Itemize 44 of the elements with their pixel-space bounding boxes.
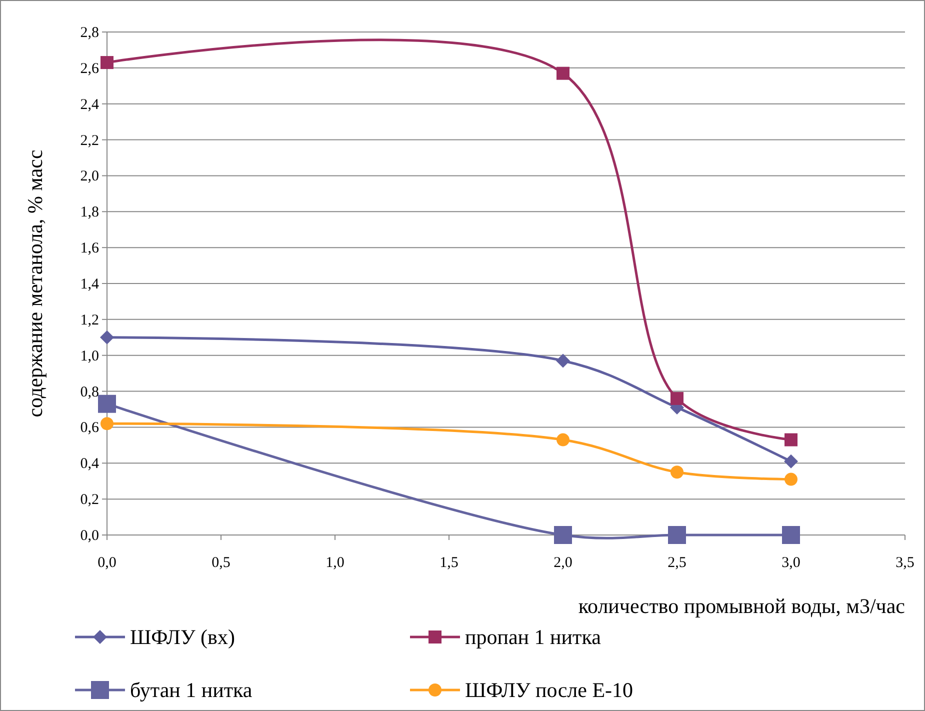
x-tick-label: 1,5 [440, 555, 458, 571]
x-tick-label: 0,5 [212, 555, 230, 571]
y-tick-label: 2,0 [80, 168, 99, 185]
y-tick-label: 2,4 [80, 96, 100, 113]
y-tick-label: 0,2 [80, 492, 99, 508]
point [100, 330, 114, 344]
point [670, 466, 684, 479]
x-tick-label: 1,0 [326, 555, 344, 571]
y-tick-label: 2,2 [80, 132, 99, 149]
x-tick-label: 3,0 [782, 555, 800, 571]
x-tick-label: 2,0 [554, 555, 572, 571]
point [784, 472, 798, 486]
y-tick-label: 1,8 [80, 204, 99, 221]
point [556, 433, 570, 446]
x-tick-label: 0,0 [98, 555, 116, 571]
point [784, 454, 798, 468]
point [100, 56, 114, 70]
point [100, 417, 114, 430]
y-tick-label: 2,8 [80, 25, 99, 41]
y-tick-label: 1,0 [80, 348, 99, 364]
y-tick-label: 2,6 [80, 60, 100, 77]
point [782, 526, 800, 544]
x-axis-title: количество промывной воды, м3/час [578, 594, 905, 618]
legend-label: пропан 1 нитка [465, 625, 602, 649]
legend-label: ШФЛУ после Е-10 [465, 678, 634, 702]
y-tick-label: 0,8 [80, 384, 99, 400]
y-tick-label: 0,6 [80, 420, 100, 436]
point [784, 433, 798, 446]
y-tick-label: 1,2 [80, 312, 99, 328]
point [98, 394, 116, 413]
point [668, 526, 686, 544]
y-tick-label: 0,0 [80, 528, 99, 544]
point [556, 66, 570, 80]
y-tick-label: 1,4 [80, 276, 100, 292]
legend-label: ШФЛУ (вх) [130, 625, 235, 649]
point [670, 392, 684, 405]
y-tick-label: 0,4 [80, 456, 100, 472]
legend-label: бутан 1 нитка [130, 678, 253, 702]
x-tick-label: 3,5 [896, 555, 914, 571]
point [554, 526, 572, 544]
y-tick-label: 1,6 [80, 240, 100, 257]
x-tick-label: 2,5 [668, 555, 686, 571]
y-axis-title: содержание метанола, % масс [23, 150, 47, 418]
point [556, 354, 570, 368]
